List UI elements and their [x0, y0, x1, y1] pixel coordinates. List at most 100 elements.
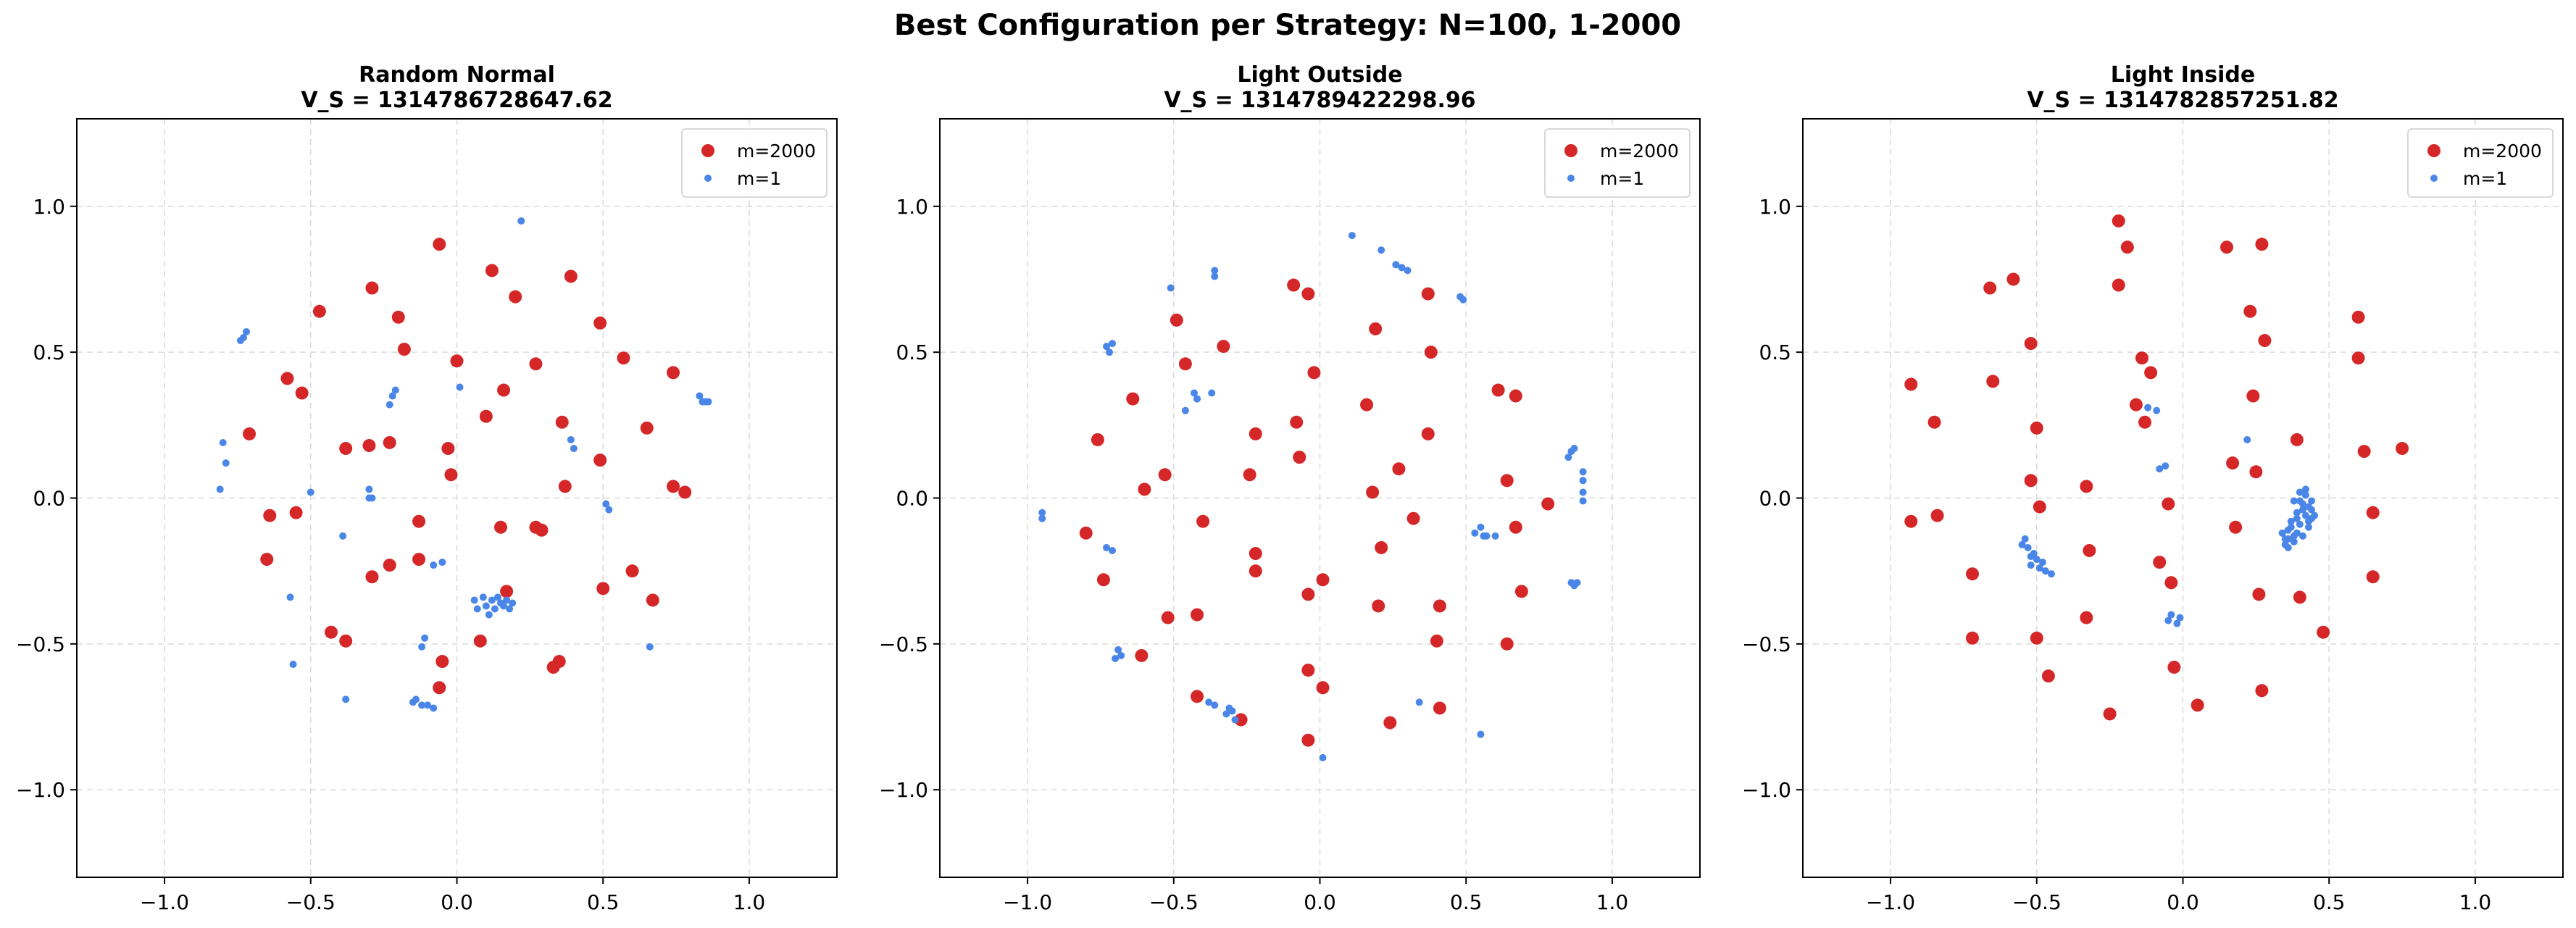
point-light [704, 398, 712, 406]
point-light [2027, 561, 2035, 569]
point-heavy [1930, 509, 1944, 522]
point-light [1222, 710, 1230, 718]
point-heavy [1158, 468, 1172, 482]
point-light [491, 605, 499, 613]
point-heavy [2030, 631, 2043, 645]
point-heavy [529, 357, 543, 371]
point-heavy [2255, 684, 2269, 698]
point-light [388, 392, 396, 400]
panel-title: Random Normal [359, 62, 555, 88]
point-light [1480, 532, 1488, 540]
point-light [2024, 543, 2032, 551]
legend-box [2407, 128, 2554, 198]
point-light [418, 643, 426, 651]
point-heavy [2229, 520, 2243, 534]
point-heavy [280, 372, 294, 385]
point-light [2018, 540, 2026, 548]
point-heavy [1372, 599, 1385, 613]
point-light [506, 605, 514, 613]
legend-marker [2430, 175, 2438, 182]
point-light [2035, 564, 2043, 572]
point-heavy [1191, 690, 1204, 703]
point-heavy [2083, 543, 2096, 557]
point-light [503, 596, 511, 604]
point-heavy [2080, 611, 2093, 624]
point-light [2296, 497, 2304, 505]
point-heavy [1966, 631, 1980, 645]
point-heavy [1392, 462, 1406, 476]
point-heavy [500, 585, 514, 598]
point-heavy [555, 415, 569, 429]
point-heavy [1369, 322, 1383, 335]
point-heavy [2243, 304, 2257, 318]
point-light [1459, 296, 1467, 304]
y-tick-label: 0.0 [1759, 487, 1791, 511]
point-heavy [667, 366, 680, 380]
point-heavy [1927, 415, 1941, 429]
point-light [456, 383, 464, 391]
point-light [479, 593, 487, 601]
y-tick-label: 1.0 [1759, 195, 1791, 219]
point-heavy [1366, 485, 1380, 499]
point-light [2033, 556, 2041, 564]
point-heavy [2129, 398, 2143, 411]
point-heavy [2120, 241, 2134, 254]
x-tick-label: 1.0 [733, 890, 766, 914]
point-light [219, 438, 227, 446]
point-light [485, 611, 493, 619]
point-heavy [263, 509, 277, 522]
point-light [222, 459, 230, 467]
point-light [2290, 497, 2298, 505]
y-tick-label: 1.0 [33, 195, 65, 219]
point-light [2281, 540, 2289, 548]
point-light [2153, 406, 2161, 414]
point-heavy [1316, 681, 1330, 695]
point-light [430, 561, 438, 569]
figure-title: Best Configuration per Strategy: N=100, … [894, 9, 1681, 42]
point-heavy [383, 559, 396, 572]
point-heavy [412, 514, 426, 528]
panel-subtitle: V_S = 1314789422298.96 [1164, 88, 1475, 113]
point-heavy [2357, 445, 2371, 459]
point-light [1106, 348, 1114, 356]
point-light [409, 698, 417, 706]
point-light [500, 602, 508, 610]
point-heavy [1904, 377, 1918, 391]
point-heavy [667, 480, 680, 493]
point-light [1491, 532, 1499, 540]
x-tick-label: −1.0 [1866, 890, 1915, 914]
point-light [2301, 485, 2309, 493]
point-light [2167, 611, 2175, 619]
point-heavy [2366, 506, 2380, 519]
point-light [424, 701, 432, 709]
point-light [1109, 546, 1117, 554]
panel-title: Light Inside [2111, 62, 2256, 88]
point-light [365, 494, 373, 502]
point-heavy [2396, 442, 2409, 456]
point-heavy [1514, 585, 1528, 598]
x-tick-label: 0.0 [2167, 890, 2199, 914]
point-light [1109, 340, 1117, 348]
point-light [1211, 272, 1219, 280]
point-heavy [2317, 625, 2330, 639]
point-light [696, 392, 704, 400]
point-light [517, 217, 525, 225]
point-light [2243, 435, 2251, 443]
point-heavy [289, 506, 303, 519]
point-light [1579, 488, 1587, 496]
legend-label: m=2000 [1600, 141, 1679, 162]
point-light [2176, 614, 2184, 622]
point-light [2308, 497, 2316, 505]
legend-label: m=2000 [737, 141, 816, 162]
point-heavy [558, 480, 572, 493]
point-light [1211, 701, 1219, 709]
point-heavy [1433, 599, 1446, 613]
point-light [473, 605, 481, 613]
point-heavy [391, 310, 405, 324]
point-light [438, 559, 446, 567]
y-tick-label: −1.0 [1742, 778, 1791, 802]
point-heavy [1316, 573, 1330, 587]
point-heavy [509, 290, 522, 304]
